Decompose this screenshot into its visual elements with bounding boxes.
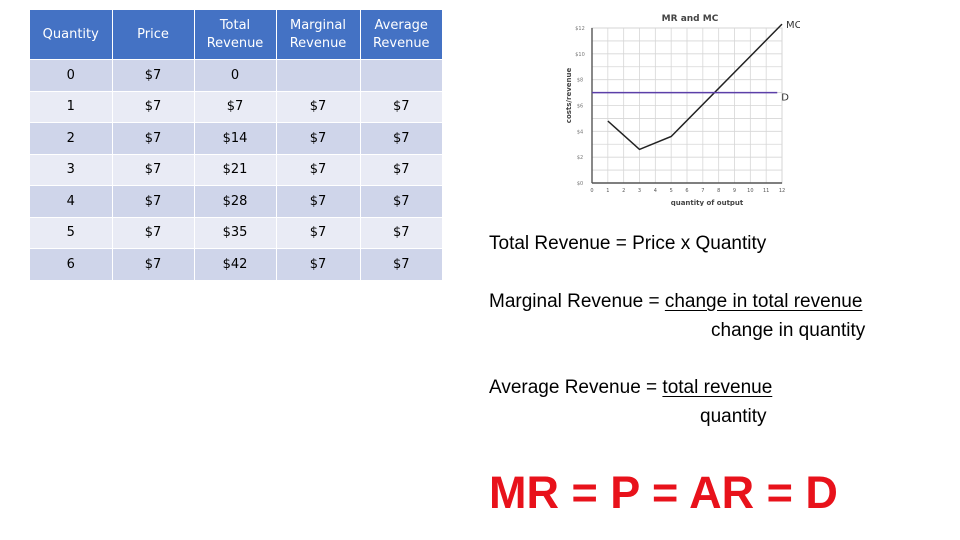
cell-marginal-revenue: $7 — [275, 122, 360, 154]
x-tick-label: 9 — [733, 188, 736, 194]
x-tick-label: 5 — [670, 188, 673, 194]
header-marginal-revenue: Marginal Revenue — [275, 10, 360, 60]
x-tick-label: 8 — [717, 188, 720, 194]
x-tick-label: 0 — [590, 188, 593, 194]
cell-quantity: 3 — [30, 153, 112, 186]
mr-mc-chart: 0 1 2 3 4 5 6 7 8 9 10 11 12 $0 $2 $4 $6 $8 $10 $12 MR and M… — [562, 8, 800, 206]
y-tick-label: $2 — [577, 155, 583, 161]
cell-quantity: 6 — [30, 248, 112, 280]
cell-total-revenue: $42 — [193, 248, 276, 280]
y-tick-label: $0 — [577, 181, 583, 187]
average-revenue-formula: Average Revenue = total revenue — [489, 373, 772, 402]
average-revenue-denominator: quantity — [700, 406, 767, 427]
x-axis-label: quantity of output — [671, 199, 744, 206]
cell-total-revenue: $21 — [193, 153, 276, 186]
cell-average-revenue: $7 — [359, 153, 442, 186]
mr-equals-p-ar-d: MR = P = AR = D — [489, 467, 838, 518]
table-row: 0 $7 0 — [30, 59, 442, 91]
x-tick-label: 10 — [747, 188, 753, 194]
average-revenue-lhs: Average Revenue = — [489, 377, 663, 398]
cell-marginal-revenue — [275, 59, 360, 91]
table-header-row: Quantity Price Total Revenue Marginal Reve… — [30, 10, 442, 60]
cell-price: $7 — [111, 185, 194, 217]
revenue-table: Quantity Price Total Revenue Marginal Reve… — [30, 10, 442, 280]
table-row: 4 $7 $28 $7 $7 — [30, 185, 442, 217]
header-total-revenue: Total Revenue — [193, 10, 276, 60]
header-average-revenue: Average Revenue — [359, 10, 442, 60]
cell-marginal-revenue: $7 — [275, 153, 360, 186]
header-price: Price — [111, 10, 194, 60]
cell-total-revenue: $28 — [193, 185, 276, 217]
series-mc-line — [607, 23, 783, 151]
x-tick-label: 7 — [701, 188, 704, 194]
cell-marginal-revenue: $7 — [275, 248, 360, 280]
cell-average-revenue: $7 — [359, 90, 442, 123]
y-tick-label: $8 — [577, 78, 583, 84]
x-tick-label: 12 — [779, 188, 785, 194]
y-tick-label: $12 — [575, 26, 585, 32]
table-row: 1 $7 $7 $7 $7 — [30, 90, 442, 123]
cell-price: $7 — [111, 216, 194, 249]
cell-price: $7 — [111, 248, 194, 280]
cell-average-revenue: $7 — [359, 216, 442, 249]
cell-total-revenue: $14 — [193, 122, 276, 154]
series-d-label: D — [781, 93, 789, 104]
cell-quantity: 4 — [30, 185, 112, 217]
x-tick-label: 11 — [763, 188, 769, 194]
table-row: 3 $7 $21 $7 $7 — [30, 153, 442, 186]
cell-quantity: 1 — [30, 90, 112, 123]
x-tick-label: 2 — [622, 188, 625, 194]
cell-total-revenue: $7 — [193, 90, 276, 123]
cell-average-revenue: $7 — [359, 185, 442, 217]
x-tick-label: 6 — [685, 188, 688, 194]
marginal-revenue-formula: Marginal Revenue = change in total reven… — [489, 287, 862, 316]
table-row: 2 $7 $14 $7 $7 — [30, 122, 442, 154]
y-axis-label: costs/revenue — [565, 68, 573, 124]
cell-quantity: 2 — [30, 122, 112, 154]
average-revenue-numerator: total revenue — [662, 377, 773, 398]
cell-quantity: 5 — [30, 216, 112, 249]
cell-quantity: 0 — [30, 59, 112, 91]
marginal-revenue-numerator: change in total revenue — [664, 291, 863, 312]
header-quantity: Quantity — [30, 10, 112, 60]
table-row: 6 $7 $42 $7 $7 — [30, 248, 442, 280]
cell-marginal-revenue: $7 — [275, 90, 360, 123]
x-tick-label: 4 — [654, 188, 657, 194]
cell-price: $7 — [111, 90, 194, 123]
cell-marginal-revenue: $7 — [275, 216, 360, 249]
y-tick-label: $4 — [577, 129, 583, 135]
cell-average-revenue — [359, 59, 442, 91]
cell-total-revenue: $35 — [193, 216, 276, 249]
y-tick-label: $6 — [577, 104, 583, 110]
cell-price: $7 — [111, 59, 194, 91]
x-tick-label: 3 — [638, 188, 641, 194]
y-tick-label: $10 — [575, 52, 585, 58]
cell-total-revenue: 0 — [193, 59, 276, 91]
x-tick-label: 1 — [606, 188, 609, 194]
marginal-revenue-lhs: Marginal Revenue = — [489, 291, 665, 312]
cell-average-revenue: $7 — [359, 122, 442, 154]
cell-average-revenue: $7 — [359, 248, 442, 280]
cell-price: $7 — [111, 153, 194, 186]
cell-marginal-revenue: $7 — [275, 185, 360, 217]
table-row: 5 $7 $35 $7 $7 — [30, 216, 442, 249]
series-mc-label: MC — [786, 20, 800, 31]
total-revenue-formula: Total Revenue = Price x Quantity — [489, 233, 767, 254]
marginal-revenue-denominator: change in quantity — [711, 320, 866, 341]
cell-price: $7 — [111, 122, 194, 154]
chart-title: MR and MC — [662, 14, 719, 24]
